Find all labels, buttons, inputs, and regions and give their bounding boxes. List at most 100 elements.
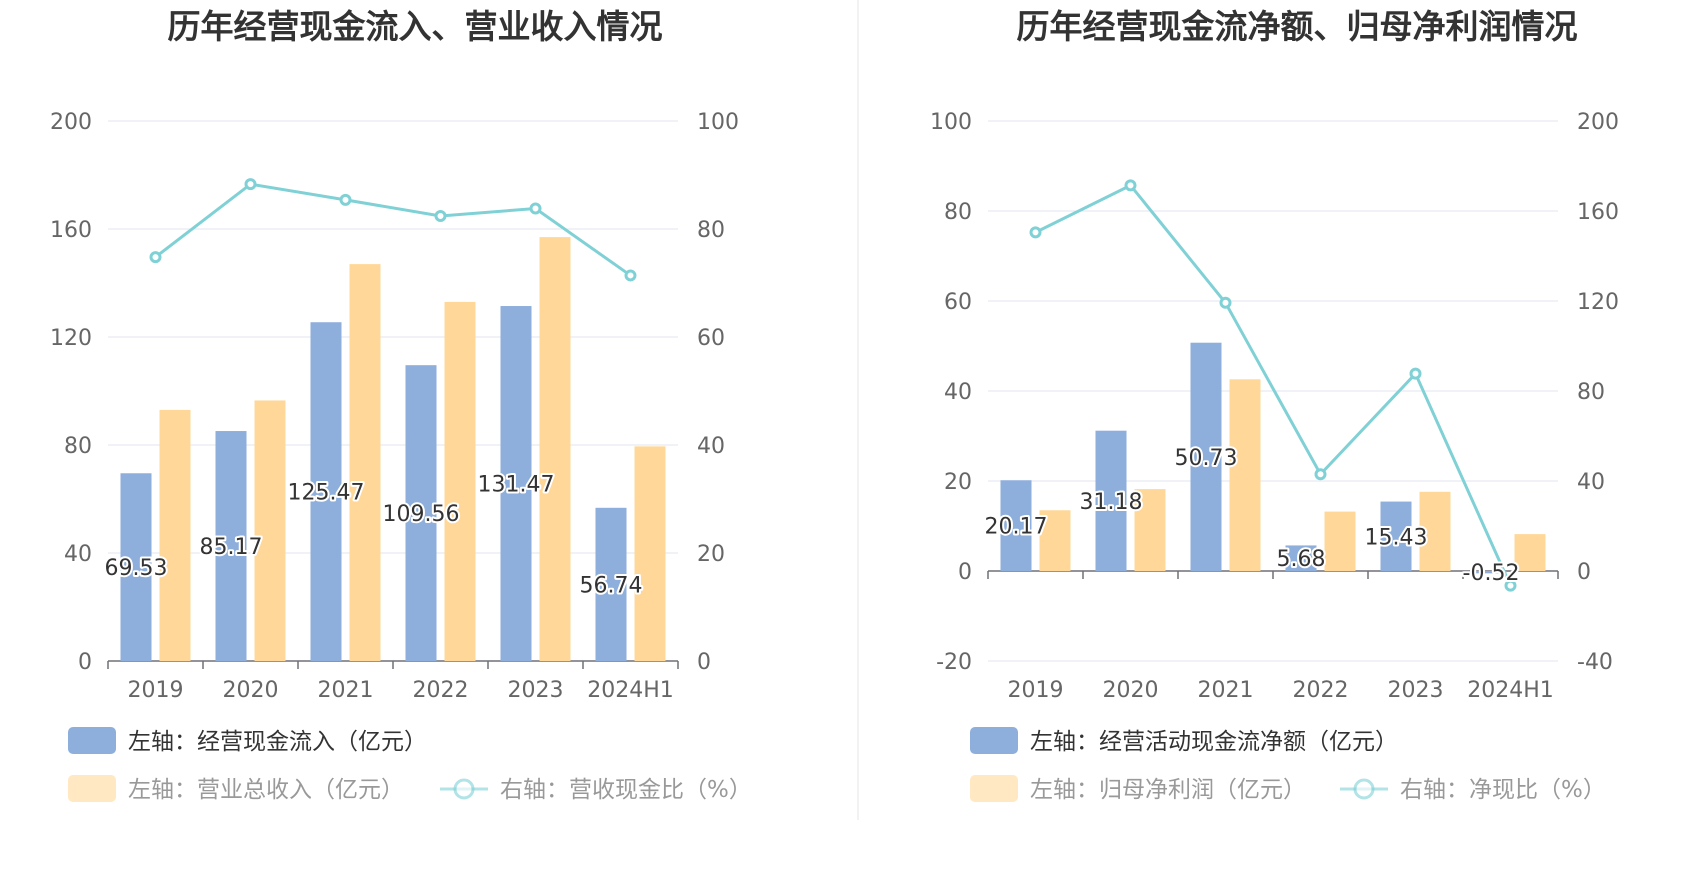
x-axis-label-2023: 2023 — [508, 678, 564, 703]
secondary-bar-2020[interactable] — [254, 400, 286, 661]
secondary-bar-2023[interactable] — [1419, 491, 1451, 571]
right-axis-tick-label: 40 — [1577, 470, 1605, 495]
ratio-point-2020[interactable] — [244, 178, 257, 191]
right-axis-tick-label: 100 — [697, 110, 739, 135]
left-axis-tick-label: 120 — [50, 326, 92, 351]
right-axis-tick-label: 0 — [697, 650, 711, 675]
legend-label: 左轴：经营现金流入（亿元） — [128, 729, 427, 755]
secondary-bar-2022[interactable] — [1324, 511, 1356, 571]
data-label-2021: 125.47 — [288, 481, 365, 506]
primary-bar-2020[interactable] — [215, 431, 247, 661]
ratio-point-2021[interactable] — [339, 193, 352, 206]
primary-bar-2022[interactable] — [1285, 545, 1317, 571]
left-axis-tick-label: 200 — [50, 110, 92, 135]
secondary-bar-2022[interactable] — [444, 301, 476, 661]
x-axis-label-2024h1: 2024H1 — [1467, 678, 1554, 703]
primary-bar-2019[interactable] — [120, 473, 152, 661]
data-label-2019: 20.17 — [985, 515, 1048, 540]
primary-bar-2023[interactable] — [1380, 501, 1412, 571]
ratio-point-2023[interactable] — [529, 202, 542, 215]
data-label-2023: 131.47 — [478, 473, 555, 498]
x-axis-label-2020: 2020 — [223, 678, 279, 703]
legend-item-2[interactable]: 左轴：归母净利润（亿元） — [970, 775, 1306, 803]
legend-swatch — [68, 727, 116, 754]
x-axis-label-2020: 2020 — [1103, 678, 1159, 703]
data-label-2022: 5.68 — [1277, 547, 1326, 572]
primary-bar-2022[interactable] — [405, 365, 437, 661]
legend-item-1[interactable]: 左轴：经营活动现金流净额（亿元） — [970, 727, 1398, 755]
right-axis-tick-label: 80 — [697, 218, 725, 243]
left-axis-tick-label: 0 — [958, 560, 972, 585]
x-axis-label-2019: 2019 — [128, 678, 184, 703]
primary-bar-2019[interactable] — [1000, 480, 1032, 571]
secondary-bar-2021[interactable] — [1229, 379, 1261, 571]
ratio-point-2022[interactable] — [1314, 468, 1327, 481]
x-axis-label-2019: 2019 — [1008, 678, 1064, 703]
secondary-bar-2019[interactable] — [1039, 510, 1071, 571]
ratio-point-2020[interactable] — [1124, 179, 1137, 192]
legend-swatch — [970, 727, 1018, 754]
left-axis-tick-label: 40 — [944, 380, 972, 405]
legend-swatch — [68, 775, 116, 802]
left-axis-tick-label: 100 — [930, 110, 972, 135]
left-axis-tick-label: 60 — [944, 290, 972, 315]
legend-item-3[interactable]: 右轴：净现比（%） — [1340, 777, 1606, 803]
primary-bar-2021[interactable] — [1190, 342, 1222, 571]
right-axis-tick-label: 60 — [697, 326, 725, 351]
legend-swatch — [970, 775, 1018, 802]
data-label-2021: 50.73 — [1175, 446, 1238, 471]
x-axis-label-2023: 2023 — [1388, 678, 1444, 703]
chart-title: 历年经营现金流净额、归母净利润情况 — [1017, 7, 1578, 46]
left-axis-tick-label: 80 — [64, 434, 92, 459]
ratio-point-2024h1[interactable] — [624, 269, 637, 282]
left-axis-tick-label: 160 — [50, 218, 92, 243]
secondary-bar-2019[interactable] — [159, 409, 191, 661]
legend-item-3[interactable]: 右轴：营收现金比（%） — [440, 777, 752, 803]
legend-label: 右轴：营收现金比（%） — [500, 777, 752, 803]
ratio-point-2021[interactable] — [1219, 296, 1232, 309]
x-axis-label-2022: 2022 — [413, 678, 469, 703]
data-label-2022: 109.56 — [383, 502, 460, 527]
legend-item-1[interactable]: 左轴：经营现金流入（亿元） — [68, 727, 427, 755]
right-axis-tick-label: 200 — [1577, 110, 1619, 135]
legend-item-2[interactable]: 左轴：营业总收入（亿元） — [68, 775, 404, 803]
ratio-line — [1034, 183, 1512, 587]
right-axis-tick-label: 120 — [1577, 290, 1619, 315]
ratio-point-2019[interactable] — [1029, 226, 1042, 239]
ratio-point-2024h1[interactable] — [1504, 579, 1517, 592]
secondary-bar-2021[interactable] — [349, 264, 381, 661]
x-axis-label-2024h1: 2024H1 — [587, 678, 674, 703]
right-axis-tick-label: 0 — [1577, 560, 1591, 585]
secondary-bar-2024h1[interactable] — [1514, 534, 1546, 571]
left-axis-tick-label: 0 — [78, 650, 92, 675]
primary-bar-2023[interactable] — [500, 306, 532, 661]
ratio-point-2022[interactable] — [434, 210, 447, 223]
legend-label: 左轴：经营活动现金流净额（亿元） — [1030, 729, 1398, 755]
data-label-2023: 15.43 — [1365, 525, 1428, 550]
primary-bar-2020[interactable] — [1095, 430, 1127, 571]
ratio-point-2019[interactable] — [149, 251, 162, 264]
right-axis-tick-label: 80 — [1577, 380, 1605, 405]
data-label-2019: 69.53 — [105, 556, 168, 581]
right-axis-tick-label: 40 — [697, 434, 725, 459]
primary-bar-2024h1[interactable] — [1475, 571, 1507, 574]
net-cashflow-profit-chart: 历年经营现金流净额、归母净利润情况 -20 0 20 40 60 80 100 -40 0 40 80… — [930, 7, 1619, 803]
primary-bar-2021[interactable] — [310, 322, 342, 661]
left-axis-tick-label: -20 — [936, 650, 972, 675]
right-axis-tick-label: 160 — [1577, 200, 1619, 225]
primary-bar-2024h1[interactable] — [595, 507, 627, 661]
left-axis-tick-label: 40 — [64, 542, 92, 567]
data-label-2020: 85.17 — [200, 535, 263, 560]
legend-marker — [453, 778, 475, 800]
ratio-line — [154, 182, 632, 277]
data-label-2024h1: 56.74 — [580, 573, 643, 598]
chart-title: 历年经营现金流入、营业收入情况 — [168, 7, 663, 46]
secondary-bar-2020[interactable] — [1134, 489, 1166, 571]
left-axis-tick-label: 80 — [944, 200, 972, 225]
data-label-2024h1: -0.52 — [1463, 561, 1520, 586]
x-axis-label-2021: 2021 — [318, 678, 374, 703]
secondary-bar-2023[interactable] — [539, 237, 571, 661]
secondary-bar-2024h1[interactable] — [634, 446, 666, 661]
ratio-point-2023[interactable] — [1409, 367, 1422, 380]
